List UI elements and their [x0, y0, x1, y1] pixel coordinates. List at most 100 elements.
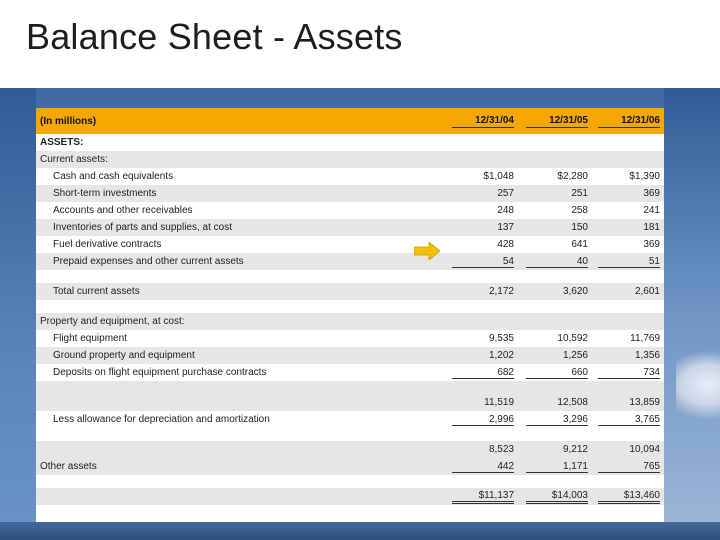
cell-value: 369 — [592, 185, 664, 202]
table-row: Ground property and equipment 1,202 1,25… — [36, 347, 664, 364]
row-label: Accounts and other receivables — [36, 202, 446, 219]
balance-sheet-table-panel: (In millions) 12/31/04 12/31/05 12/31/06… — [36, 108, 664, 522]
row-label — [36, 441, 446, 458]
row-label: Less allowance for depreciation and amor… — [36, 411, 446, 428]
table-row: Deposits on flight equipment purchase co… — [36, 364, 664, 381]
table-row-spacer — [36, 475, 664, 488]
table-row-spacer — [36, 381, 664, 394]
cell-value: 428 — [446, 236, 518, 253]
slide-title: Balance Sheet - Assets — [26, 16, 403, 57]
header-units-label: (In millions) — [36, 108, 446, 134]
header-year-2004: 12/31/04 — [452, 115, 514, 128]
total-assets-2006: $13,460 — [598, 490, 660, 504]
row-label: Cash and cash equivalents — [36, 168, 446, 185]
cell-value: 251 — [518, 185, 592, 202]
cell-value: 442 — [452, 461, 514, 473]
cell-value: 241 — [592, 202, 664, 219]
cell-value: 8,523 — [446, 441, 518, 458]
cell-value: 40 — [526, 256, 588, 268]
row-label: Property and equipment, at cost: — [36, 313, 446, 330]
table-row-spacer — [36, 270, 664, 283]
row-label — [36, 488, 446, 505]
row-label: Current assets: — [36, 151, 446, 168]
cell-value: 1,356 — [592, 347, 664, 364]
cell-value: 3,620 — [518, 283, 592, 300]
cell-value: $1,048 — [446, 168, 518, 185]
cell-value: 11,769 — [592, 330, 664, 347]
table-row-spacer — [36, 300, 664, 313]
cell-value: 765 — [598, 461, 660, 473]
total-assets-2005: $14,003 — [526, 490, 588, 504]
left-decoration — [0, 88, 36, 540]
row-label: Flight equipment — [36, 330, 446, 347]
row-label: Total current assets — [36, 283, 446, 300]
row-label: Other assets — [36, 458, 446, 475]
table-row: Less allowance for depreciation and amor… — [36, 411, 664, 428]
cell-value: 257 — [446, 185, 518, 202]
cell-value: 54 — [452, 256, 514, 268]
table-row: 8,523 9,212 10,094 — [36, 441, 664, 458]
table-row: Short-term investments 257 251 369 — [36, 185, 664, 202]
table-row: Flight equipment 9,535 10,592 11,769 — [36, 330, 664, 347]
table-row: Other assets 442 1,171 765 — [36, 458, 664, 475]
cell-value: 137 — [446, 219, 518, 236]
table-row: Inventories of parts and supplies, at co… — [36, 219, 664, 236]
cell-value: 1,256 — [518, 347, 592, 364]
cell-value: 248 — [446, 202, 518, 219]
title-bar — [0, 0, 720, 88]
row-label: Short-term investments — [36, 185, 446, 202]
row-label — [36, 394, 446, 411]
cell-value: 2,996 — [452, 414, 514, 426]
table-total-row: $11,137 $14,003 $13,460 — [36, 488, 664, 505]
row-label: Fuel derivative contracts — [36, 236, 446, 253]
total-assets-2004: $11,137 — [452, 490, 514, 504]
row-label: Deposits on flight equipment purchase co… — [36, 364, 446, 381]
cell-value: 3,296 — [526, 414, 588, 426]
cell-value: 10,094 — [592, 441, 664, 458]
table-row: Fuel derivative contracts 428 641 369 — [36, 236, 664, 253]
cell-value: 734 — [598, 367, 660, 379]
table-row: Property and equipment, at cost: — [36, 313, 664, 330]
bottom-decoration — [0, 522, 720, 540]
cell-value: 1,171 — [526, 461, 588, 473]
row-label: Ground property and equipment — [36, 347, 446, 364]
cell-value: 9,212 — [518, 441, 592, 458]
table-row: Cash and cash equivalents $1,048 $2,280 … — [36, 168, 664, 185]
cell-value: 258 — [518, 202, 592, 219]
cell-value: 2,172 — [446, 283, 518, 300]
right-decoration — [664, 88, 720, 540]
cell-value: 11,519 — [446, 394, 518, 411]
table-row: Prepaid expenses and other current asset… — [36, 253, 664, 270]
cell-value: 12,508 — [518, 394, 592, 411]
cell-value: $1,390 — [592, 168, 664, 185]
cell-value: 181 — [592, 219, 664, 236]
table-row: ASSETS: — [36, 134, 664, 151]
cell-value: $2,280 — [518, 168, 592, 185]
arrow-right-icon — [414, 242, 440, 260]
airplane-image — [676, 350, 720, 420]
row-label: ASSETS: — [36, 134, 446, 151]
table-row: 11,519 12,508 13,859 — [36, 394, 664, 411]
table-row: Accounts and other receivables 248 258 2… — [36, 202, 664, 219]
cell-value: 641 — [518, 236, 592, 253]
cell-value: 369 — [592, 236, 664, 253]
balance-sheet-table: (In millions) 12/31/04 12/31/05 12/31/06… — [36, 108, 664, 505]
cell-value: 660 — [526, 367, 588, 379]
cell-value: 1,202 — [446, 347, 518, 364]
table-row-spacer — [36, 428, 664, 441]
table-header-row: (In millions) 12/31/04 12/31/05 12/31/06 — [36, 108, 664, 134]
cell-value: 10,592 — [518, 330, 592, 347]
cell-value: 2,601 — [592, 283, 664, 300]
row-label: Prepaid expenses and other current asset… — [36, 253, 446, 270]
table-row: Current assets: — [36, 151, 664, 168]
cell-value: 9,535 — [446, 330, 518, 347]
table-row: Total current assets 2,172 3,620 2,601 — [36, 283, 664, 300]
row-label: Inventories of parts and supplies, at co… — [36, 219, 446, 236]
cell-value: 13,859 — [592, 394, 664, 411]
header-year-2005: 12/31/05 — [526, 115, 588, 128]
cell-value: 51 — [598, 256, 660, 268]
cell-value: 150 — [518, 219, 592, 236]
header-year-2006: 12/31/06 — [598, 115, 660, 128]
cell-value: 682 — [452, 367, 514, 379]
cell-value: 3,765 — [598, 414, 660, 426]
